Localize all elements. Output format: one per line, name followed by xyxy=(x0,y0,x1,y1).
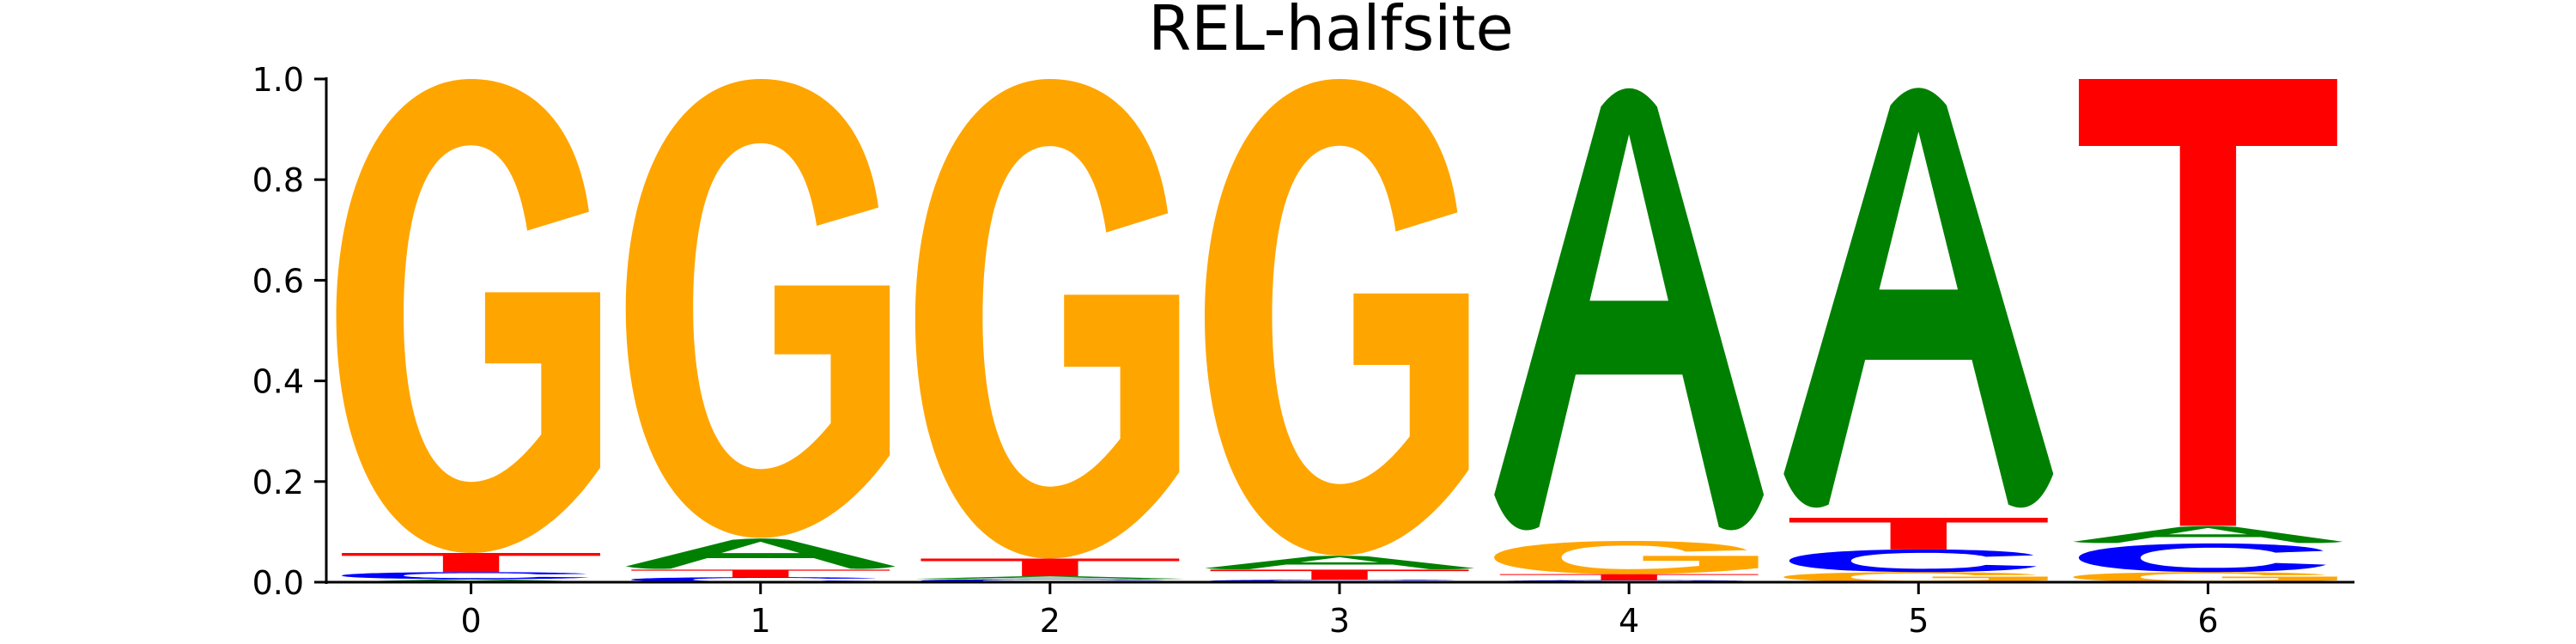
logo-letter-a-pos-5 xyxy=(1783,88,2054,508)
logo-letter-a-pos-4 xyxy=(1494,88,1765,531)
x-tick-label: 3 xyxy=(1329,602,1350,640)
logo-letter-g-pos-4 xyxy=(1494,540,1759,574)
y-tick-label: 0.0 xyxy=(252,564,304,602)
y-tick-label: 0.2 xyxy=(252,464,304,501)
logo-letter-c-pos-0 xyxy=(342,572,589,580)
logo-letter-g-pos-3 xyxy=(1205,79,1469,556)
logo-letter-g-pos-6 xyxy=(2073,572,2337,582)
logo-letter-c-pos-6 xyxy=(2078,543,2326,573)
logo-letter-c-pos-5 xyxy=(1789,549,2037,573)
x-tick-label: 1 xyxy=(750,602,771,640)
logo-letter-t-pos-1 xyxy=(631,569,890,578)
x-tick-label: 5 xyxy=(1908,602,1929,640)
chart-title: REL-halfsite xyxy=(1148,0,1514,64)
logo-letter-a-pos-6 xyxy=(2073,526,2343,544)
logo-letter-a-pos-1 xyxy=(625,538,896,569)
y-tick-label: 0.4 xyxy=(252,363,304,401)
logo-letter-a-pos-3 xyxy=(1205,556,1474,569)
y-tick-label: 1.0 xyxy=(252,61,304,99)
x-axis: 0 1 2 3 4 5 6 xyxy=(325,580,2354,640)
logo-letters xyxy=(336,79,2343,582)
logo-letter-t-pos-3 xyxy=(1210,569,1469,580)
x-tick-label: 2 xyxy=(1040,602,1060,640)
logo-letter-g-pos-2 xyxy=(914,79,1180,559)
x-tick-label: 6 xyxy=(2197,602,2218,640)
logo-letter-g-pos-5 xyxy=(1783,572,2048,582)
y-tick-label: 0.8 xyxy=(252,161,304,199)
logo-letter-t-pos-2 xyxy=(920,558,1180,576)
logo-letter-t-pos-6 xyxy=(2078,79,2337,526)
logo-letter-t-pos-0 xyxy=(342,553,601,573)
logo-letter-g-pos-0 xyxy=(336,79,601,554)
logo-letter-t-pos-5 xyxy=(1789,517,2048,550)
y-tick-label: 0.6 xyxy=(252,262,304,300)
logo-letter-g-pos-1 xyxy=(625,79,890,538)
x-tick-label: 0 xyxy=(460,602,481,640)
logo-letter-a-pos-2 xyxy=(914,576,1185,580)
x-tick-label: 4 xyxy=(1619,602,1639,640)
y-axis: 0.0 0.2 0.4 0.6 0.8 1.0 xyxy=(252,61,328,602)
logo-letter-t-pos-4 xyxy=(1499,574,1759,580)
